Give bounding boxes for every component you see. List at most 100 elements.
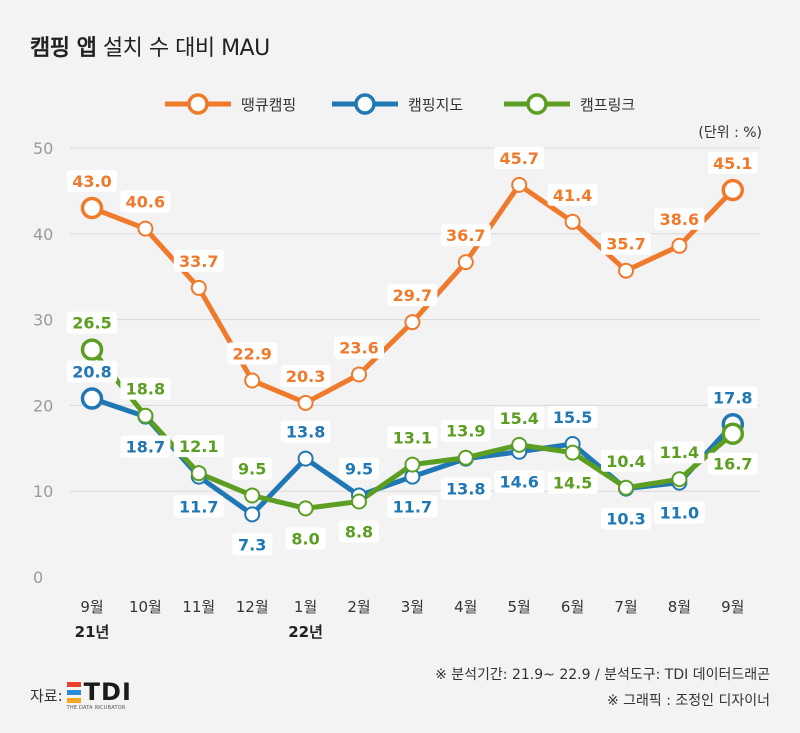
x-tick-label-6: 3월	[401, 598, 424, 616]
data-point-s2-7	[457, 449, 474, 466]
data-label-s0-3: 22.9	[232, 345, 271, 364]
data-label-bg-s1-3	[232, 533, 273, 556]
data-point-s2-0	[80, 338, 104, 361]
data-label-bg-s1-5	[339, 457, 379, 480]
data-point-s2-12	[721, 422, 745, 445]
notes: ※ 분석기간: 21.9~ 22.9 / 분석도구: TDI 데이터드래곤 ※ …	[435, 662, 770, 714]
tdi-logo: TDI THE DATA INCUBATOR	[66, 678, 132, 711]
data-label-s2-6: 13.1	[393, 429, 432, 448]
data-label-s0-1: 40.6	[126, 193, 165, 212]
data-label-bg-s1-11	[654, 501, 705, 524]
data-label-bg-s2-0	[67, 311, 117, 334]
data-point-s2-9	[564, 444, 581, 461]
data-label-bg-s2-3	[232, 457, 273, 480]
data-label-bg-s0-6	[387, 284, 438, 307]
data-point-s2-4	[297, 500, 314, 517]
data-label-bg-s0-3	[227, 342, 278, 365]
data-label-s0-11: 38.6	[660, 210, 699, 229]
logo-subtext: THE DATA INCUBATOR	[66, 705, 126, 711]
data-point-s0-0	[80, 196, 104, 220]
data-label-s0-7: 36.7	[446, 226, 485, 245]
data-label-s1-6: 11.7	[393, 498, 432, 517]
logo-text: TDI	[83, 678, 132, 706]
data-label-s1-9: 15.5	[553, 408, 592, 427]
data-label-s2-4: 8.0	[291, 529, 319, 548]
data-label-s0-0: 43.0	[72, 172, 111, 191]
year-label-1: 22년	[288, 623, 323, 641]
data-label-bg-s2-6	[387, 426, 438, 449]
data-point-s2-3	[244, 487, 261, 504]
data-label-s1-7: 13.8	[446, 480, 485, 499]
data-label-s2-9: 14.5	[553, 474, 592, 493]
data-point-s2-6	[404, 456, 421, 473]
data-label-bg-s1-6	[387, 495, 438, 518]
x-tick-label-5: 2월	[347, 598, 370, 616]
data-label-s2-2: 12.1	[179, 437, 218, 456]
data-point-s0-11	[671, 237, 688, 254]
data-point-s2-10	[618, 479, 634, 496]
data-label-bg-s1-8	[494, 470, 545, 493]
data-point-s2-11	[671, 471, 688, 488]
data-label-bg-s2-2	[173, 435, 224, 458]
logo-bars-icon	[66, 681, 81, 703]
data-point-s1-4	[297, 450, 314, 467]
chart-title-rest: 설치 수 대비 MAU	[102, 36, 270, 61]
data-point-s1-0	[80, 387, 104, 410]
legend-marker-series-1	[332, 93, 398, 115]
data-label-s2-7: 13.9	[446, 422, 485, 441]
legend-label-series-1: 캠핑지도	[408, 95, 464, 114]
data-label-s0-5: 23.6	[339, 339, 378, 358]
x-tick-label-4: 1월	[294, 598, 317, 616]
source-label: 자료:	[30, 687, 63, 705]
y-tick-label-3: 30	[33, 311, 53, 330]
data-label-bg-s0-7	[440, 224, 491, 247]
x-tick-label-1: 10월	[129, 598, 162, 616]
x-tick-label-8: 5월	[508, 598, 531, 616]
legend-marker-series-0	[165, 93, 231, 115]
data-label-s2-11: 11.4	[660, 443, 699, 462]
data-label-bg-s2-1	[120, 377, 171, 400]
source: 자료: TDI THE DATA INCUBATOR	[30, 680, 132, 711]
x-tick-label-11: 8월	[668, 598, 691, 616]
data-point-s0-12	[721, 178, 745, 202]
data-label-s1-11: 11.0	[660, 504, 699, 523]
data-label-bg-s0-11	[654, 207, 705, 230]
note-period: ※ 분석기간: 21.9~ 22.9 / 분석도구: TDI 데이터드래곤	[435, 667, 770, 683]
data-label-bg-s2-8	[494, 406, 545, 429]
data-label-bg-s1-4	[280, 420, 331, 443]
data-label-s2-5: 8.8	[345, 522, 373, 541]
data-label-s2-12: 16.7	[713, 455, 752, 474]
legend-label-series-2: 캠프링크	[580, 95, 636, 114]
data-label-s1-0: 20.8	[72, 363, 111, 382]
chart-title-bold: 캠핑 앱	[30, 36, 97, 61]
data-label-s1-1: 18.7	[126, 438, 165, 457]
data-point-s2-5	[351, 493, 367, 510]
data-label-bg-s0-9	[547, 183, 598, 206]
data-point-s2-2	[190, 465, 207, 482]
data-label-bg-s1-0	[67, 360, 117, 383]
data-point-s0-3	[244, 372, 261, 389]
data-label-s0-10: 35.7	[606, 235, 645, 254]
legend-item-series-0: 땡큐캠핑	[163, 92, 296, 116]
data-label-s2-1: 18.8	[126, 380, 165, 399]
data-label-s0-4: 20.3	[286, 367, 325, 386]
data-label-s0-8: 45.7	[499, 149, 538, 168]
note-graphic: ※ 그래픽 : 조정인 디자이너	[606, 693, 770, 709]
data-label-bg-s0-1	[120, 190, 171, 213]
data-label-s1-5: 9.5	[345, 459, 373, 478]
year-label-0: 21년	[75, 623, 110, 641]
unit-label: (단위 : %)	[698, 125, 762, 141]
data-point-s0-4	[297, 394, 314, 411]
chart-title: 캠핑 앱 설치 수 대비 MAU	[30, 30, 270, 62]
data-label-s2-10: 10.4	[606, 452, 645, 471]
x-tick-label-0: 9월	[80, 598, 103, 616]
data-label-bg-s0-5	[334, 336, 384, 359]
data-label-s2-8: 15.4	[499, 409, 538, 428]
x-tick-label-2: 11월	[182, 598, 215, 616]
data-point-s0-2	[190, 279, 207, 296]
data-point-s0-8	[511, 176, 528, 193]
data-label-s1-10: 10.3	[606, 510, 645, 529]
legend-marker-series-2	[504, 93, 570, 115]
data-point-s2-1	[137, 407, 154, 424]
data-label-bg-s0-4	[280, 364, 331, 387]
